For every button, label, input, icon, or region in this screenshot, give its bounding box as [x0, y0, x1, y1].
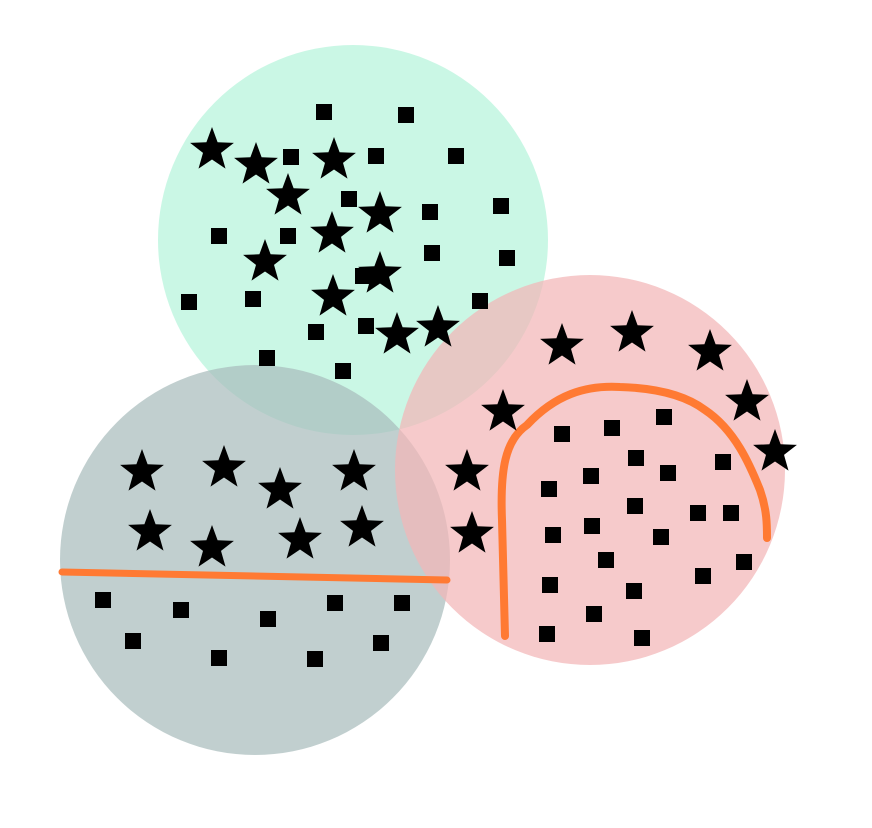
square-marker [539, 626, 555, 642]
square-marker [308, 324, 324, 340]
square-marker [542, 577, 558, 593]
square-marker [307, 651, 323, 667]
star-marker [266, 173, 310, 215]
square-marker [211, 650, 227, 666]
square-marker [280, 228, 296, 244]
star-marker [243, 239, 287, 281]
square-marker [355, 268, 371, 284]
square-marker [653, 529, 669, 545]
square-marker [335, 363, 351, 379]
square-marker [424, 245, 440, 261]
square-marker [245, 291, 261, 307]
star-marker [310, 211, 354, 253]
square-marker [341, 191, 357, 207]
square-marker [368, 148, 384, 164]
square-marker [95, 592, 111, 608]
linear-boundary [58, 568, 451, 584]
square-marker [327, 595, 343, 611]
star-marker [258, 467, 302, 509]
square-marker [583, 468, 599, 484]
star-marker [311, 274, 355, 316]
square-marker [173, 602, 189, 618]
square-marker [656, 409, 672, 425]
square-marker [586, 606, 602, 622]
star-marker [753, 429, 797, 471]
star-marker [358, 191, 402, 233]
square-marker [260, 611, 276, 627]
square-marker [283, 149, 299, 165]
star-marker [610, 310, 654, 352]
square-marker [598, 552, 614, 568]
arch-boundary [497, 382, 771, 640]
square-marker [627, 498, 643, 514]
star-marker [128, 509, 172, 551]
square-marker [634, 630, 650, 646]
star-marker [190, 127, 234, 169]
square-marker [626, 583, 642, 599]
square-marker [316, 104, 332, 120]
star-marker [234, 142, 278, 184]
square-marker [628, 450, 644, 466]
square-marker [554, 426, 570, 442]
star-marker [120, 449, 164, 491]
data-markers [95, 104, 797, 667]
square-marker [472, 293, 488, 309]
square-marker [125, 633, 141, 649]
square-marker [493, 198, 509, 214]
square-marker [584, 518, 600, 534]
square-marker [394, 595, 410, 611]
square-marker [398, 107, 414, 123]
square-marker [604, 420, 620, 436]
star-marker [312, 137, 356, 179]
star-marker [540, 323, 584, 365]
square-marker [358, 318, 374, 334]
square-marker [715, 454, 731, 470]
star-marker [202, 445, 246, 487]
star-marker [332, 449, 376, 491]
star-marker [278, 517, 322, 559]
square-marker [422, 204, 438, 220]
square-marker [736, 554, 752, 570]
square-marker [660, 465, 676, 481]
square-marker [695, 568, 711, 584]
square-marker [181, 294, 197, 310]
star-marker [481, 389, 525, 431]
star-marker [190, 525, 234, 567]
square-marker [723, 505, 739, 521]
square-marker [499, 250, 515, 266]
square-marker [211, 228, 227, 244]
square-marker [541, 481, 557, 497]
star-marker [358, 251, 402, 293]
star-marker [445, 449, 489, 491]
square-marker [448, 148, 464, 164]
star-marker [340, 505, 384, 547]
region-bottom-left [60, 365, 450, 755]
square-marker [373, 635, 389, 651]
square-marker [545, 527, 561, 543]
star-marker [416, 305, 460, 347]
square-marker [690, 505, 706, 521]
square-marker [259, 350, 275, 366]
decision-boundaries [58, 382, 771, 640]
star-marker [725, 379, 769, 421]
star-marker [450, 511, 494, 553]
star-marker [688, 329, 732, 371]
star-marker [375, 312, 419, 354]
